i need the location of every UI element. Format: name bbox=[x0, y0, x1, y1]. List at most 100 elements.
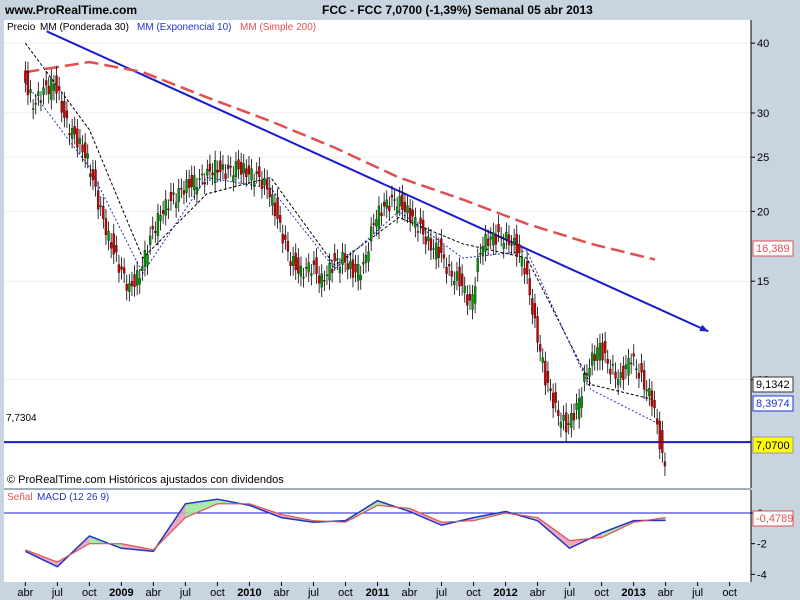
price-candle bbox=[167, 208, 170, 211]
price-candle bbox=[276, 198, 279, 219]
price-candle bbox=[338, 267, 342, 274]
price-candle bbox=[104, 218, 108, 236]
price-candle bbox=[190, 174, 193, 188]
price-candle bbox=[512, 238, 516, 245]
price-candle bbox=[307, 262, 310, 273]
price-candle bbox=[135, 270, 139, 286]
price-candle bbox=[554, 392, 557, 403]
price-candle bbox=[304, 267, 308, 269]
price-candle bbox=[577, 398, 581, 419]
x-tick-label: abr bbox=[402, 587, 418, 599]
price-candle bbox=[161, 210, 165, 214]
price-candle bbox=[372, 223, 375, 225]
price-candle bbox=[185, 179, 188, 193]
price-candle bbox=[627, 358, 630, 376]
price-candle bbox=[143, 249, 147, 267]
price-candle bbox=[265, 179, 269, 190]
price-candle bbox=[585, 373, 589, 376]
price-candle bbox=[221, 164, 225, 170]
price-candle bbox=[393, 199, 396, 201]
legend-wma: MM (Ponderada 30) bbox=[40, 22, 129, 33]
price-candle bbox=[195, 187, 199, 195]
price-candle bbox=[609, 368, 612, 375]
price-candle bbox=[81, 144, 84, 153]
x-tick-label: abr bbox=[530, 587, 546, 599]
price-candle bbox=[216, 169, 219, 173]
price-candle bbox=[484, 234, 487, 252]
x-tick-label: abr bbox=[17, 587, 33, 599]
x-tick-label: 2012 bbox=[493, 587, 517, 599]
price-candle bbox=[611, 364, 615, 366]
price-candle bbox=[250, 168, 253, 181]
price-candle bbox=[515, 234, 518, 257]
price-candle bbox=[489, 236, 492, 240]
price-candle bbox=[528, 278, 531, 296]
price-candle bbox=[57, 86, 61, 91]
price-candle bbox=[635, 368, 638, 371]
price-candle bbox=[60, 101, 63, 113]
price-candle bbox=[653, 400, 656, 409]
price-candle bbox=[367, 251, 370, 262]
price-candle bbox=[63, 101, 66, 118]
price-candle bbox=[650, 390, 654, 407]
footer-note: © ProRealTime.com Históricos ajustados c… bbox=[7, 474, 284, 486]
price-candle bbox=[622, 365, 625, 381]
x-tick-label: 2013 bbox=[621, 587, 645, 599]
price-candle bbox=[557, 410, 560, 416]
price-candle bbox=[377, 205, 381, 230]
price-candle bbox=[497, 224, 500, 233]
price-candle bbox=[468, 294, 472, 301]
price-candle bbox=[213, 160, 217, 184]
price-candle bbox=[198, 178, 201, 180]
brand-label[interactable]: www.ProRealTime.com bbox=[5, 3, 138, 17]
macd-legend-signal: Señal bbox=[7, 492, 33, 503]
price-candle bbox=[86, 153, 89, 159]
price-candle bbox=[549, 388, 552, 392]
price-candle bbox=[401, 194, 404, 210]
price-candle bbox=[234, 161, 238, 177]
price-candle bbox=[130, 281, 134, 287]
price-candle bbox=[169, 192, 173, 202]
price-candle bbox=[284, 234, 287, 240]
price-candle bbox=[102, 206, 105, 219]
price-candle bbox=[601, 342, 604, 361]
price-candle bbox=[26, 71, 30, 96]
price-y-tick-label: 40 bbox=[757, 38, 769, 50]
price-y-tick-label: 15 bbox=[757, 276, 769, 288]
price-y-tick-label: 25 bbox=[757, 152, 769, 164]
price-candle bbox=[325, 274, 329, 277]
x-tick-label: oct bbox=[82, 587, 97, 599]
price-candle bbox=[76, 128, 79, 148]
price-candle bbox=[661, 430, 664, 453]
price-candle bbox=[125, 284, 128, 291]
price-candle bbox=[354, 264, 357, 273]
price-candle bbox=[593, 354, 596, 361]
price-candle bbox=[460, 273, 464, 286]
price-candle bbox=[65, 110, 69, 119]
price-candle bbox=[128, 283, 131, 292]
price-candle bbox=[333, 253, 336, 262]
price-candle bbox=[629, 362, 633, 365]
price-candle bbox=[343, 253, 347, 263]
wma-badge-value: 9,1342 bbox=[756, 379, 790, 391]
x-tick-label: jul bbox=[51, 587, 63, 599]
price-candle bbox=[492, 232, 495, 246]
price-candle bbox=[455, 271, 459, 281]
price-candle bbox=[380, 212, 383, 217]
price-candle bbox=[359, 275, 362, 280]
price-candle bbox=[432, 248, 435, 250]
price-candle bbox=[559, 421, 563, 428]
price-candle bbox=[299, 265, 303, 277]
price-candle bbox=[606, 359, 609, 364]
price-candle bbox=[411, 209, 414, 217]
price-candle bbox=[260, 180, 264, 189]
price-candle bbox=[47, 86, 50, 94]
price-candle bbox=[364, 254, 368, 263]
price-candle bbox=[141, 266, 144, 272]
price-candle bbox=[510, 244, 513, 246]
price-candle bbox=[658, 420, 661, 450]
price-candle bbox=[310, 273, 313, 276]
price-candle bbox=[174, 202, 178, 209]
price-candle bbox=[159, 214, 162, 221]
